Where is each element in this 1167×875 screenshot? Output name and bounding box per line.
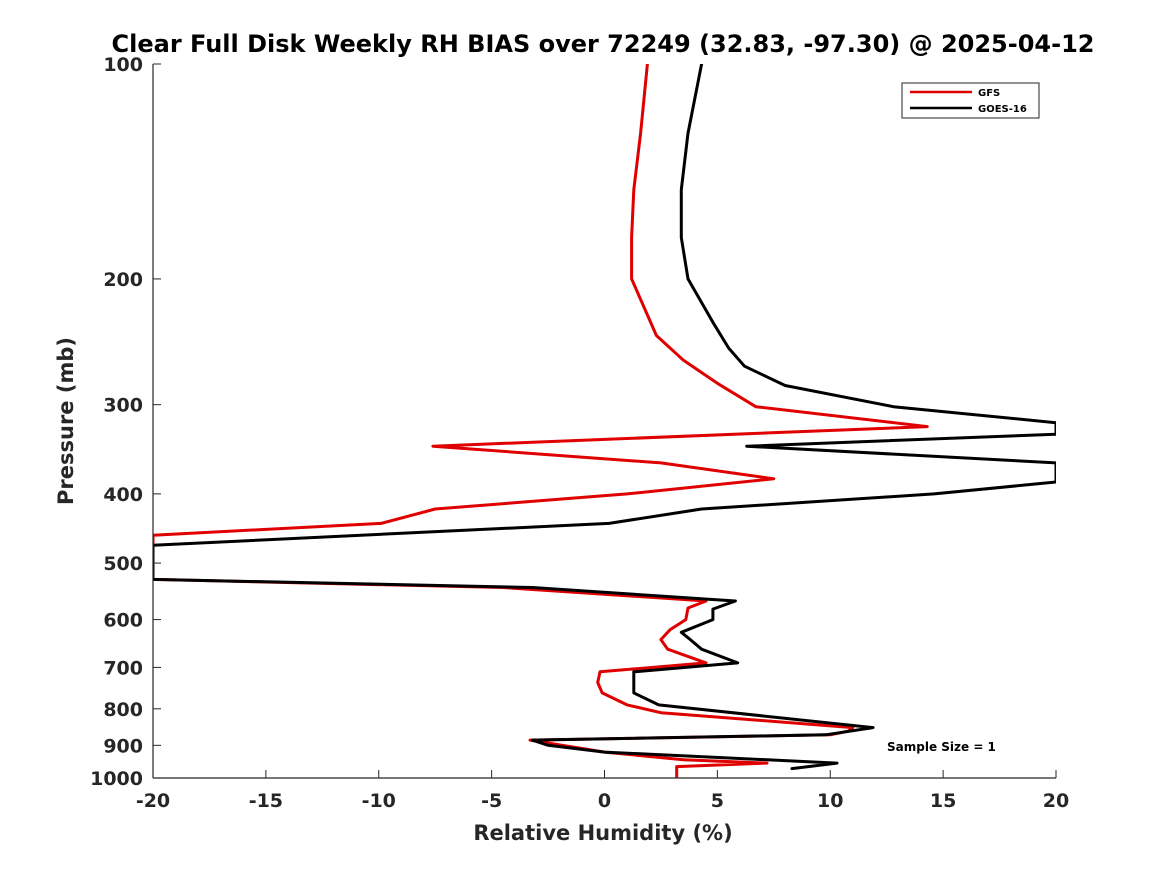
x-tick-label: -20: [136, 790, 170, 812]
y-tick-label: 800: [103, 699, 143, 721]
x-axis-ticks: -20 -15 -10 -5 0 5 10 15 20: [136, 770, 1069, 812]
legend-box: [901, 82, 1040, 119]
x-tick-label: 20: [1043, 790, 1069, 812]
y-tick-label: 1000: [90, 768, 143, 790]
x-tick-label: -5: [481, 790, 502, 812]
y-axis-ticks: 100 200 300 400 500 600 700 800 900 1000: [90, 54, 161, 790]
y-tick-label: 600: [103, 610, 143, 632]
x-tick-label: -10: [362, 790, 396, 812]
y-tick-label: 900: [103, 735, 143, 757]
chart-title: Clear Full Disk Weekly RH BIAS over 7224…: [112, 30, 1095, 58]
x-tick-label: 5: [711, 790, 724, 812]
x-tick-label: -15: [249, 790, 283, 812]
y-tick-label: 500: [103, 553, 143, 575]
series-layer: [153, 64, 1056, 778]
y-tick-label: 400: [103, 484, 143, 506]
series-line-gfs: [153, 64, 929, 778]
y-tick-label: 300: [103, 395, 143, 417]
legend-label-goes-16: GOES-16: [978, 104, 1027, 115]
series-line-goes-16: [153, 64, 1056, 771]
legend-label-gfs: GFS: [978, 88, 1000, 99]
y-axis-label: Pressure (mb): [54, 337, 78, 505]
x-tick-label: 15: [930, 790, 956, 812]
x-axis-label: Relative Humidity (%): [473, 821, 732, 845]
y-tick-label: 700: [103, 657, 143, 679]
x-tick-label: 0: [598, 790, 611, 812]
y-tick-label: 100: [103, 54, 143, 76]
x-tick-label: 10: [817, 790, 843, 812]
plot-area: [153, 64, 1056, 778]
legend: GFS GOES-16: [901, 82, 1040, 119]
y-tick-label: 200: [103, 269, 143, 291]
sample-size-annotation: Sample Size = 1: [887, 740, 996, 754]
